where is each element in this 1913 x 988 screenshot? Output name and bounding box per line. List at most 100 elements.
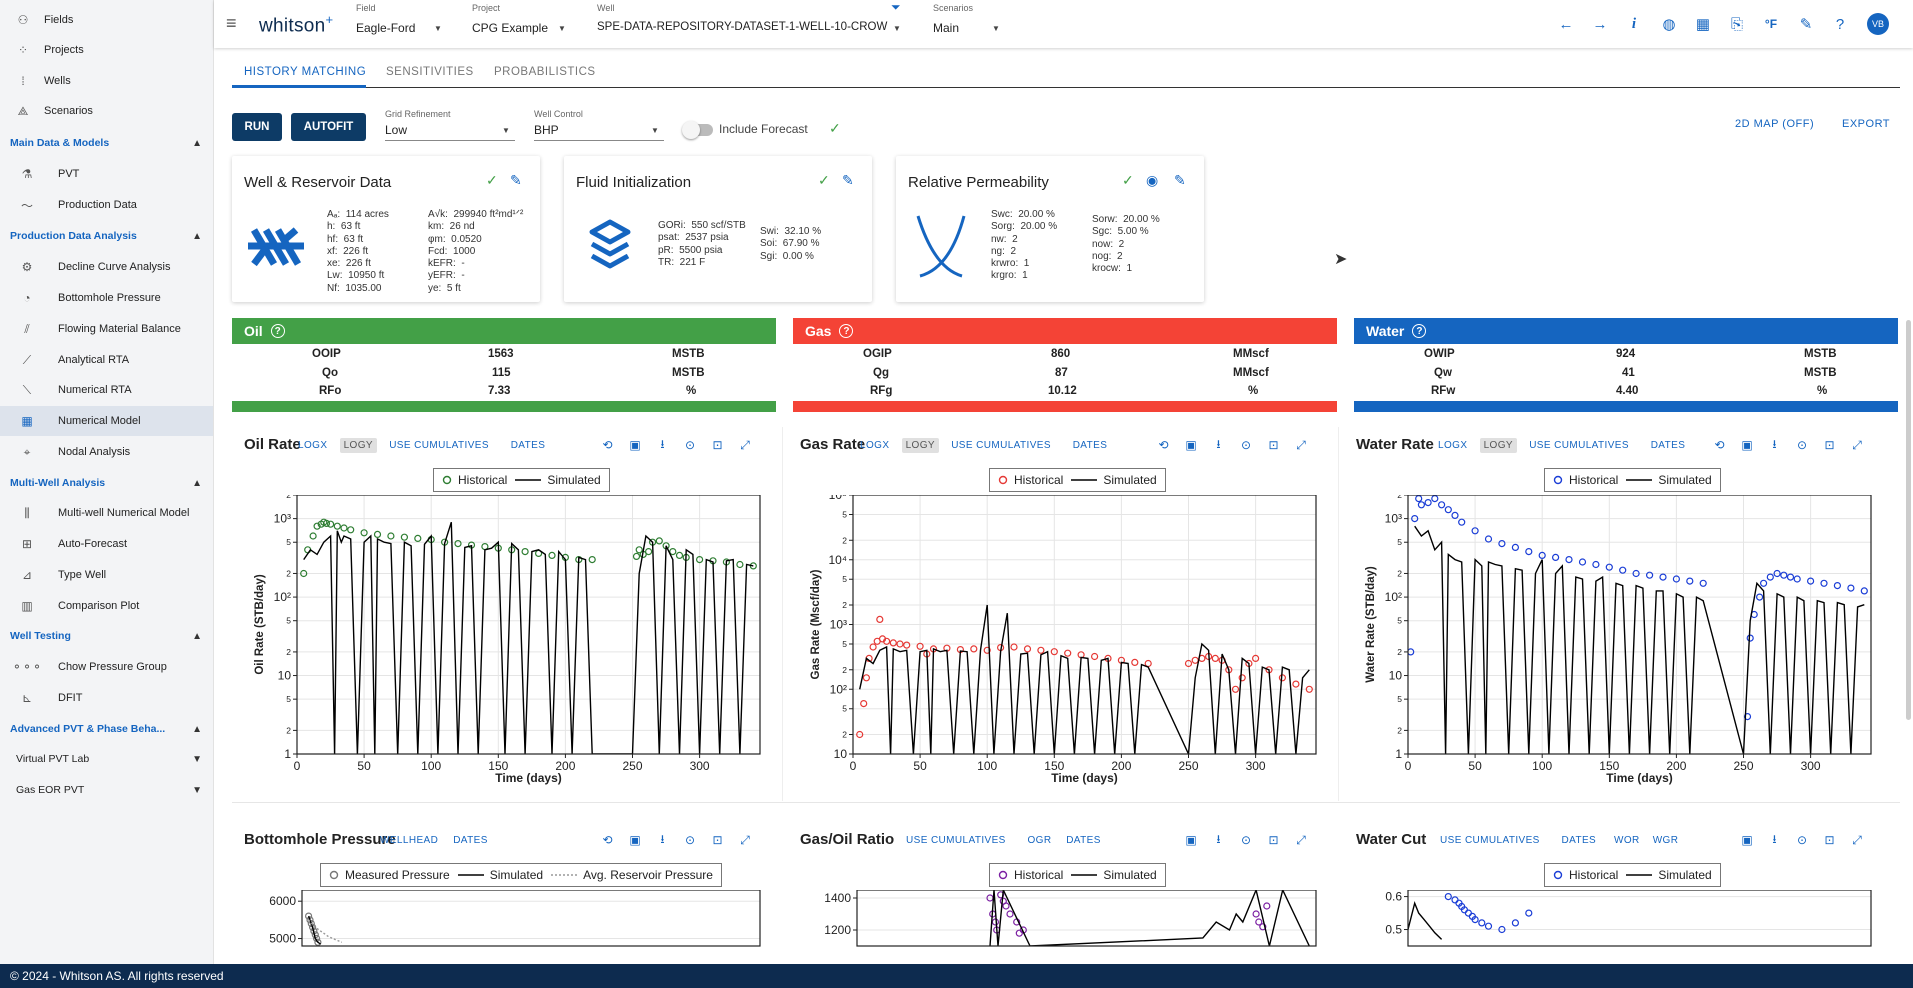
edit-icon[interactable]: ✎ <box>510 172 522 188</box>
sidebar-item-scenarios[interactable]: ⟁ Scenarios <box>0 96 213 126</box>
edit-icon[interactable]: ✎ <box>842 172 854 188</box>
toggle-knob[interactable] <box>682 121 700 139</box>
fit-icon[interactable]: ⊡ <box>1268 833 1279 847</box>
help-icon[interactable]: ? <box>839 324 854 338</box>
download-icon[interactable]: ⭳ <box>660 831 665 846</box>
fit-icon[interactable]: ⊡ <box>1268 438 1279 452</box>
gor-use-cumulatives-button[interactable]: USE CUMULATIVES <box>906 835 1006 846</box>
fullscreen-icon[interactable]: ⤢ <box>740 832 750 847</box>
water-use-cumulatives-button[interactable]: USE CUMULATIVES <box>1529 440 1629 451</box>
sidebar-item-bhp[interactable]: ◔ Bottomhole Pressure <box>0 283 213 313</box>
gas-logx-button[interactable]: LOGX <box>860 440 890 451</box>
fit-icon[interactable]: ⊡ <box>1824 833 1835 847</box>
sidebar-item-multiwell-numerical[interactable]: ⫼ Multi-well Numerical Model <box>0 498 213 528</box>
sidebar-section-gas-eor-pvt[interactable]: Gas EOR PVT ▼ <box>0 776 213 804</box>
well-select[interactable]: SPE-DATA-REPOSITORY-DATASET-1-WELL-10-CR… <box>597 21 888 33</box>
sidebar-item-dca[interactable]: ⚙ Decline Curve Analysis <box>0 252 213 282</box>
wc-wgr-button[interactable]: WGR <box>1652 835 1679 846</box>
sidebar-item-analytical-rta[interactable]: ⟋ Analytical RTA <box>0 345 213 375</box>
tab-probabilistics[interactable]: PROBABILISTICS <box>494 66 596 78</box>
document-download-icon[interactable]: ⎘ <box>1730 15 1743 33</box>
reset-icon[interactable]: ⟲ <box>602 833 613 847</box>
sidebar-section-advanced-pvt[interactable]: Advanced PVT & Phase Beha... ▲ <box>0 715 213 743</box>
forward-arrow-icon[interactable]: → <box>1592 15 1608 33</box>
sidebar-item-projects[interactable]: ⁘ Projects <box>0 35 213 65</box>
feedback-icon[interactable]: ✎ <box>1799 16 1813 33</box>
edit-icon[interactable]: ✎ <box>1174 172 1186 188</box>
well-control-select[interactable]: BHP <box>534 123 559 137</box>
reset-icon[interactable]: ⟲ <box>1158 438 1169 452</box>
zoom-icon[interactable]: ⊙ <box>1796 438 1808 452</box>
bhp-wellhead-button[interactable]: WELLHEAD <box>380 835 439 846</box>
sidebar-item-fmb[interactable]: ⫽ Flowing Material Balance <box>0 314 213 344</box>
fullscreen-icon[interactable]: ⤢ <box>1296 437 1306 452</box>
project-select[interactable]: CPG Example <box>472 21 549 35</box>
gas-logy-button[interactable]: LOGY <box>901 438 939 453</box>
2d-map-button[interactable]: 2D MAP (OFF) <box>1735 118 1815 130</box>
reset-icon[interactable]: ⟲ <box>602 438 613 452</box>
avatar[interactable]: VB <box>1867 13 1889 35</box>
wc-wor-button[interactable]: WOR <box>1614 835 1640 846</box>
oil-logy-button[interactable]: LOGY <box>339 438 377 453</box>
image-icon[interactable]: ▣ <box>629 438 641 452</box>
zoom-icon[interactable]: ⊙ <box>684 833 696 847</box>
download-icon[interactable]: ⭳ <box>1216 831 1221 846</box>
sidebar-section-well-testing[interactable]: Well Testing ▲ <box>0 622 213 650</box>
sidebar-item-numerical-rta[interactable]: ⟍ Numerical RTA <box>0 375 213 405</box>
sidebar-section-main-data[interactable]: Main Data & Models ▲ <box>0 129 213 157</box>
help-icon[interactable]: ? <box>1835 15 1845 33</box>
fullscreen-icon[interactable]: ⤢ <box>1852 832 1862 847</box>
autofit-button[interactable]: AUTOFIT <box>291 113 366 141</box>
sidebar-item-chow[interactable]: ⚬⚬⚬ Chow Pressure Group <box>0 652 213 682</box>
image-icon[interactable]: ▣ <box>1185 833 1197 847</box>
zoom-icon[interactable]: ⊙ <box>684 438 696 452</box>
download-icon[interactable]: ⭳ <box>1216 436 1221 451</box>
scenario-select[interactable]: Main <box>933 21 960 35</box>
grid-refinement-select[interactable]: Low <box>385 123 408 137</box>
sidebar-section-mwa[interactable]: Multi-Well Analysis ▲ <box>0 469 213 497</box>
fit-icon[interactable]: ⊡ <box>1824 438 1835 452</box>
sidebar-section-virtual-pvt-lab[interactable]: Virtual PVT Lab ▼ <box>0 745 213 773</box>
chevron-down-icon[interactable]: ▼ <box>893 24 901 33</box>
water-logy-button[interactable]: LOGY <box>1479 438 1517 453</box>
sidebar-item-numerical-model[interactable]: ▦ Numerical Model <box>0 406 213 436</box>
fullscreen-icon[interactable]: ⤢ <box>740 437 750 452</box>
wc-dates-button[interactable]: DATES <box>1561 835 1597 846</box>
units-icon[interactable]: °F <box>1764 17 1778 31</box>
download-icon[interactable]: ⭳ <box>660 436 665 451</box>
water-dates-button[interactable]: DATES <box>1650 440 1686 451</box>
reset-icon[interactable]: ⟲ <box>1714 438 1725 452</box>
image-icon[interactable]: ▣ <box>1741 438 1753 452</box>
download-icon[interactable]: ⭳ <box>1772 831 1777 846</box>
gas-use-cumulatives-button[interactable]: USE CUMULATIVES <box>951 440 1051 451</box>
zoom-icon[interactable]: ⊙ <box>1240 438 1252 452</box>
image-icon[interactable]: ▣ <box>629 833 641 847</box>
sidebar-item-pvt[interactable]: ⚗ PVT <box>0 159 213 189</box>
help-icon[interactable]: ? <box>270 324 285 338</box>
chevron-down-icon[interactable]: ▼ <box>992 24 1000 33</box>
chevron-down-icon[interactable]: ▼ <box>502 126 510 135</box>
gor-dates-button[interactable]: DATES <box>1066 835 1101 846</box>
tab-sensitivities[interactable]: SENSITIVITIES <box>386 66 474 78</box>
fit-icon[interactable]: ⊡ <box>712 833 723 847</box>
gor-ogr-button[interactable]: OGR <box>1027 835 1052 846</box>
sidebar-item-auto-forecast[interactable]: ⊞ Auto-Forecast <box>0 529 213 559</box>
sidebar-item-production-data[interactable]: 〜 Production Data <box>0 190 213 220</box>
sidebar-item-fields[interactable]: ⚇ Fields <box>0 5 213 35</box>
info-icon[interactable]: i <box>1631 15 1637 32</box>
sidebar-item-wells[interactable]: ⁞ Wells <box>0 66 213 96</box>
sidebar-item-nodal-analysis[interactable]: ⌖ Nodal Analysis <box>0 437 213 467</box>
bhp-dates-button[interactable]: DATES <box>453 835 488 846</box>
field-select[interactable]: Eagle-Ford <box>356 21 416 35</box>
vertical-scrollbar[interactable] <box>1906 320 1911 720</box>
fullscreen-icon[interactable]: ⤢ <box>1852 437 1862 452</box>
sidebar-item-dfit[interactable]: ⊾ DFIT <box>0 683 213 713</box>
download-icon[interactable]: ⭳ <box>1772 436 1777 451</box>
oil-dates-button[interactable]: DATES <box>510 440 546 451</box>
zoom-icon[interactable]: ⊙ <box>1240 833 1252 847</box>
calculator-icon[interactable]: ▦ <box>1695 16 1711 33</box>
back-arrow-icon[interactable]: ← <box>1558 15 1574 33</box>
chevron-down-icon[interactable]: ▼ <box>434 24 442 33</box>
help-icon[interactable]: ? <box>1412 324 1427 338</box>
gas-dates-button[interactable]: DATES <box>1072 440 1108 451</box>
